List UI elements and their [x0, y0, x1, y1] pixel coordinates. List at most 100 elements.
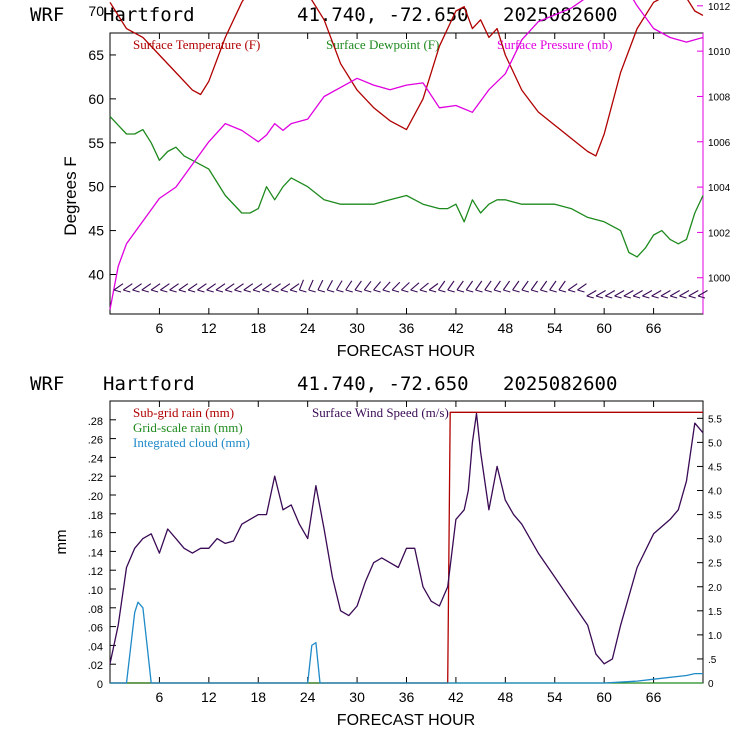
y-tick-label: .28 [88, 416, 103, 428]
wind-barb [697, 290, 708, 297]
wind-barb-shaft [614, 295, 622, 299]
model-label-2: WRF [30, 373, 64, 395]
wind-barb-shaft [308, 289, 316, 293]
run-label: 2025082600 [503, 4, 617, 26]
wind-barb-shaft [252, 289, 261, 293]
panel2-legend: Sub-grid rain (mm) Grid-scale rain (mm) … [133, 405, 449, 450]
y-tick-label: .24 [88, 453, 103, 465]
wind-barb [345, 280, 353, 291]
y2-tick-label: 5.0 [708, 438, 722, 449]
wind-barb-shaft [484, 289, 492, 293]
wind-barb [595, 290, 606, 297]
wind-barb [484, 280, 492, 291]
y2-tick-label: 1002 [708, 228, 731, 239]
wind-barb-shaft [113, 289, 122, 293]
wind-barb-shaft [289, 289, 298, 293]
wind-barb-shaft [317, 289, 326, 293]
coords-label-2: 41.740, -72.650 [297, 373, 469, 395]
wind-barb-shaft [456, 289, 465, 293]
y2-tick-label: 1012 [708, 2, 731, 13]
x-tick-label: 24 [300, 320, 316, 336]
panel1-y-axis: 40 45 50 55 60 65 70 [88, 3, 116, 282]
panel2-header: WRF Hartford 41.740, -72.650 2025082600 [30, 373, 617, 395]
wind-barb [132, 283, 142, 291]
x-tick-label: 24 [300, 689, 316, 705]
wind-barb [187, 283, 198, 291]
wind-barb [623, 290, 634, 297]
x-tick-label: 18 [250, 320, 266, 336]
wind-barb [502, 280, 511, 291]
x-tick-label: 54 [547, 320, 563, 336]
y2-tick-label: 4.0 [708, 487, 722, 498]
panel1-frame [109, 32, 704, 315]
series-line-3 [109, 412, 704, 665]
wind-barb-shaft [234, 289, 242, 293]
wind-barb-shaft [280, 289, 288, 293]
wind-barb-shaft [521, 289, 530, 293]
wind-barb-shaft [429, 289, 437, 293]
x-tick-label: 6 [156, 689, 164, 705]
wind-barb-shaft [410, 289, 418, 293]
wind-barb-shaft [651, 295, 659, 299]
wind-barb-shaft [391, 289, 400, 293]
series-line-0 [109, 0, 704, 157]
wind-barb-shaft [150, 289, 159, 293]
wind-barb-shaft [438, 289, 446, 293]
wind-barb [271, 283, 281, 291]
wind-barb-shaft [697, 295, 706, 299]
wind-barb [150, 283, 161, 291]
wind-barb [308, 279, 314, 291]
wind-barb [298, 279, 305, 291]
wind-barb [354, 280, 362, 291]
x-tick-label: 60 [596, 689, 612, 705]
wind-barb-shaft [382, 289, 390, 293]
y2-tick-label: 1006 [708, 138, 731, 149]
wind-barb-shaft [549, 289, 557, 293]
wind-barb [660, 290, 671, 297]
wind-barb-shaft [141, 289, 149, 293]
wind-barb [586, 290, 597, 297]
wind-barb [160, 283, 170, 291]
y-tick-label: 65 [88, 47, 104, 63]
wind-barb-shaft [345, 289, 353, 293]
panel2-y-axis: 0 .02 .04 .06 .08 .10 .12 .14 .16 .18 .20 .22 .24 .26… [88, 416, 116, 691]
wind-barb [475, 280, 483, 291]
y-tick-label: .22 [88, 472, 103, 484]
wind-barb [169, 283, 179, 291]
panel1-legend: Surface Temperature (F) Surface Dewpoint… [133, 37, 613, 52]
x-tick-label: 6 [156, 320, 164, 336]
wind-barb-shaft [605, 295, 613, 299]
wind-barb [632, 290, 643, 297]
wind-barb-shaft [679, 295, 687, 299]
wind-barb [336, 280, 343, 291]
wind-barb-shaft [670, 295, 678, 299]
y2-tick-label: .5 [708, 655, 717, 666]
series-line-1 [109, 115, 704, 258]
wind-barb-shaft [568, 289, 576, 293]
wind-barb-shaft [327, 289, 335, 293]
y2-tick-label: 1.5 [708, 607, 722, 618]
y2-tick-label: 1.0 [708, 631, 722, 642]
wind-barb [465, 280, 474, 291]
run-label-2: 2025082600 [503, 373, 617, 395]
y-tick-label: .10 [88, 585, 103, 597]
wind-barb-shaft [642, 295, 650, 299]
panel1-x-axis: 6 12 18 24 30 36 42 48 54 60 66 [156, 33, 662, 336]
legend-pressure: Surface Pressure (mb) [497, 37, 613, 52]
y-tick-label: .04 [88, 641, 103, 653]
wind-barb [400, 282, 410, 291]
y2-tick-label: 1004 [708, 183, 731, 194]
wind-barb-shaft [169, 289, 177, 293]
x-tick-label: 12 [201, 320, 217, 336]
wind-barb [280, 283, 291, 291]
y-tick-label: 0 [97, 679, 103, 691]
wind-barb [512, 280, 520, 291]
x-tick-label: 36 [399, 689, 415, 705]
wind-barb-shaft [299, 289, 307, 293]
panel2-series [109, 411, 704, 684]
wind-barb-shaft [493, 289, 502, 293]
wind-barb [178, 283, 189, 291]
wind-barb-shaft [336, 289, 344, 293]
wind-barb-shaft [178, 289, 187, 293]
wind-barb-shaft [466, 289, 474, 293]
